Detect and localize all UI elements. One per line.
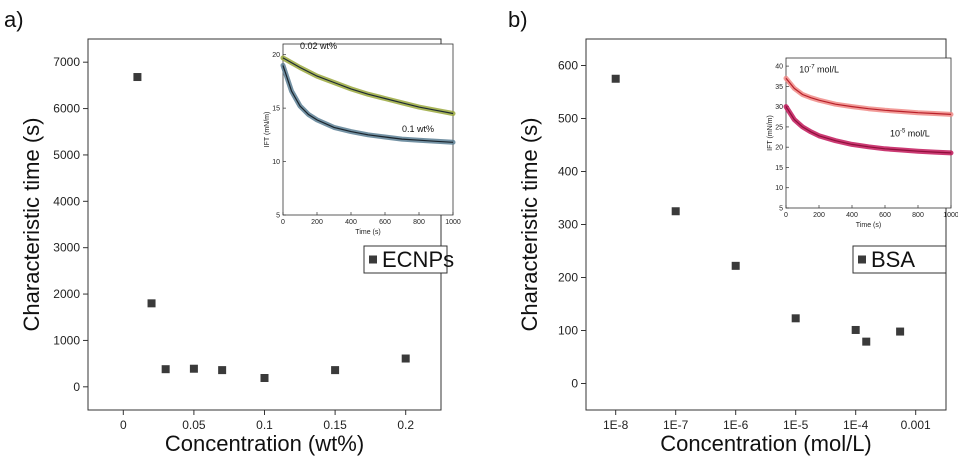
data-point — [611, 74, 620, 83]
inset-x-tick-label: 200 — [813, 212, 825, 219]
x-tick-label: 1E-6 — [723, 418, 749, 432]
x-tick-label: 0.2 — [397, 418, 414, 432]
inset-x-tick-label: 0 — [281, 219, 285, 226]
inset-y-tick-label: 10 — [272, 159, 280, 166]
inset-curve-fit — [282, 65, 454, 143]
data-point — [896, 327, 905, 336]
inset-y-tick-label: 25 — [775, 124, 783, 131]
inset-y-tick-label: 35 — [775, 84, 783, 91]
x-tick-label: 1E-4 — [843, 418, 869, 432]
data-point — [161, 365, 170, 374]
y-tick-label: 1000 — [53, 333, 80, 347]
inset-y-tick-label: 15 — [775, 165, 783, 172]
inset-y-tick-label: 30 — [775, 104, 783, 111]
inset-x-tick-label: 400 — [345, 219, 357, 226]
inset-x-tick-label: 0 — [784, 212, 788, 219]
inset-x-tick-label: 600 — [879, 212, 891, 219]
inset-y-tick-label: 20 — [272, 52, 280, 59]
legend-label: BSA — [871, 247, 915, 272]
x-axis-label: Concentration (wt%) — [165, 431, 364, 456]
inset-curve-fit — [282, 57, 454, 115]
inset-x-axis-label: Time (s) — [355, 229, 380, 236]
inset-curve-label: 0.02 wt% — [300, 41, 337, 51]
panel-label-b: b) — [508, 7, 528, 32]
inset-y-tick-label: 5 — [779, 206, 783, 213]
inset-y-axis-label: IFT (mN/m) — [767, 115, 774, 151]
inset-y-tick-label: 40 — [775, 64, 783, 71]
y-tick-label: 5000 — [53, 148, 80, 162]
x-tick-label: 0.05 — [182, 418, 206, 432]
data-point — [401, 354, 410, 363]
inset-curve-fit — [785, 77, 952, 115]
legend-marker — [369, 255, 377, 264]
inset-x-tick-label: 600 — [379, 219, 391, 226]
x-tick-label: 0.001 — [901, 418, 931, 432]
inset-curve-label: 10-5 mol/L — [890, 129, 930, 139]
y-tick-label: 0 — [73, 380, 80, 394]
data-point — [331, 366, 340, 375]
y-axis-label: Characteristic time (s) — [19, 118, 44, 332]
y-tick-label: 200 — [558, 271, 578, 285]
inset-x-tick-label: 800 — [912, 212, 924, 219]
legend-marker — [858, 255, 866, 264]
inset-y-axis-label: IFT (mN/m) — [264, 112, 271, 148]
inset-x-tick-label: 800 — [413, 219, 425, 226]
y-tick-label: 7000 — [53, 55, 80, 69]
y-tick-label: 6000 — [53, 102, 80, 116]
x-tick-label: 1E-8 — [603, 418, 629, 432]
panel-label-a: a) — [4, 7, 24, 32]
data-point — [260, 374, 269, 383]
data-point — [862, 337, 871, 346]
y-tick-label: 2000 — [53, 287, 80, 301]
y-tick-label: 4000 — [53, 194, 80, 208]
y-axis-label: Characteristic time (s) — [517, 118, 542, 332]
data-point — [851, 325, 860, 334]
inset-y-tick-label: 15 — [272, 106, 280, 113]
data-point — [218, 366, 227, 375]
inset-curve-label: 0.1 wt% — [402, 124, 434, 134]
y-tick-label: 300 — [558, 218, 578, 232]
x-tick-label: 1E-5 — [783, 418, 809, 432]
data-point — [791, 314, 800, 323]
y-tick-label: 0 — [571, 377, 578, 391]
data-point — [671, 207, 680, 216]
legend-box — [363, 245, 448, 274]
inset-y-tick-label: 20 — [775, 145, 783, 152]
inset-x-tick-label: 200 — [311, 219, 323, 226]
data-point — [147, 299, 156, 308]
x-tick-label: 0 — [120, 418, 127, 432]
data-point — [189, 364, 198, 373]
legend-label: ECNPs — [382, 247, 454, 272]
data-point — [731, 261, 740, 270]
x-tick-label: 1E-7 — [663, 418, 689, 432]
y-tick-label: 100 — [558, 324, 578, 338]
inset-curve-label: 10-7 mol/L — [799, 64, 839, 74]
y-tick-label: 500 — [558, 112, 578, 126]
data-point — [133, 73, 142, 82]
legend-box — [852, 245, 947, 274]
inset-curve-fit — [785, 106, 952, 154]
y-tick-label: 400 — [558, 165, 578, 179]
inset-x-tick-label: 1000 — [943, 212, 958, 219]
x-tick-label: 0.15 — [323, 418, 347, 432]
inset-y-tick-label: 10 — [775, 185, 783, 192]
inset-x-tick-label: 400 — [846, 212, 858, 219]
inset-x-axis-label: Time (s) — [856, 222, 881, 229]
inset-x-tick-label: 1000 — [445, 219, 461, 226]
x-tick-label: 0.1 — [256, 418, 273, 432]
y-tick-label: 3000 — [53, 241, 80, 255]
x-axis-label: Concentration (mol/L) — [660, 431, 872, 456]
inset-y-tick-label: 5 — [276, 213, 280, 220]
y-tick-label: 600 — [558, 59, 578, 73]
